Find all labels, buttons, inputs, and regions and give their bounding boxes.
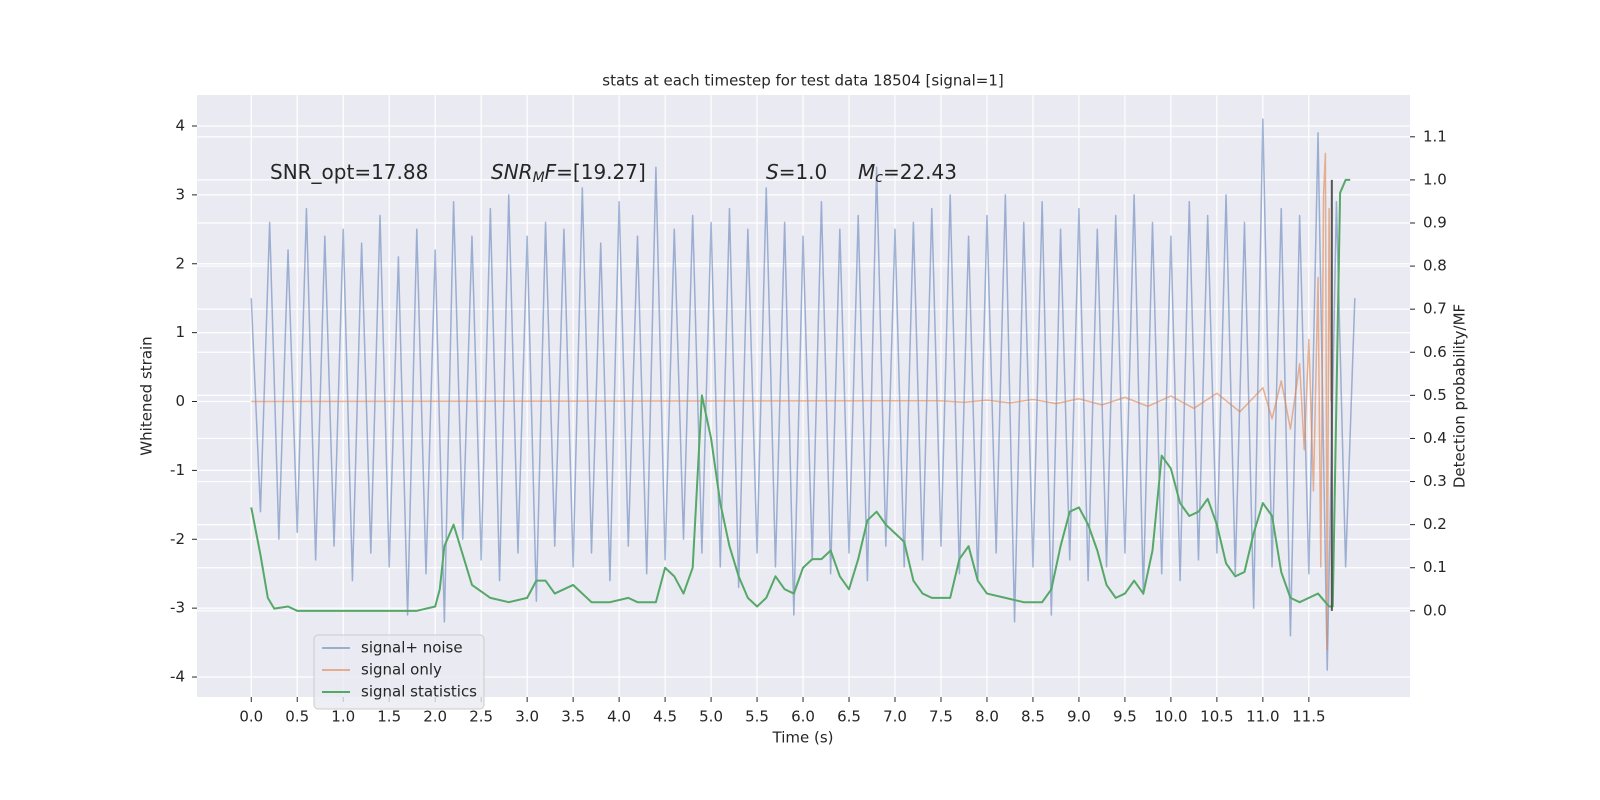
x-tick-label: 11.5 — [1292, 708, 1325, 726]
y-tick-label: -2 — [170, 530, 185, 548]
y-tick-label: 2 — [175, 254, 185, 272]
x-tick-label: 9.5 — [1113, 708, 1137, 726]
series-line — [250, 118, 1356, 671]
x-tick-label: 0.0 — [239, 708, 263, 726]
y2-tick-label: 0.2 — [1423, 515, 1447, 533]
marks — [250, 118, 1356, 671]
annotation-part: SNR_opt=17.88 — [270, 160, 428, 184]
x-tick-label: 5.5 — [745, 708, 769, 726]
series-line — [251, 152, 1332, 651]
x-tick-label: 2.0 — [423, 708, 447, 726]
annotation: SNRMF=[19.27] — [491, 160, 646, 187]
x-tick-label: 9.0 — [1067, 708, 1091, 726]
legend-label: signal+ noise — [361, 639, 463, 657]
annotation: Mc=22.43 — [858, 160, 957, 187]
legend-label: signal only — [361, 661, 442, 679]
y2-tick-label: 0.0 — [1423, 601, 1447, 619]
x-tick-label: 10.0 — [1154, 708, 1187, 726]
x-tick-label: 3.0 — [515, 708, 539, 726]
annotation-part: M — [858, 160, 875, 184]
annotation-part: F — [545, 160, 557, 184]
y2-tick-label: 1.0 — [1423, 170, 1447, 188]
y-tick-label: 3 — [175, 185, 185, 203]
annotation: S=1.0 — [766, 160, 827, 184]
x-tick-label: 8.0 — [975, 708, 999, 726]
y2-tick-label: 0.6 — [1423, 343, 1447, 361]
y2-tick-label: 0.3 — [1423, 472, 1447, 490]
y-tick-label: 1 — [175, 323, 185, 341]
annotation-part: c — [875, 170, 883, 186]
annotation-part: M — [533, 170, 545, 186]
annotation-part: SNR — [491, 160, 533, 184]
x-tick-label: 4.5 — [653, 708, 677, 726]
legend-box — [313, 634, 485, 710]
x-tick-label: 8.5 — [1021, 708, 1045, 726]
annotation-part: =22.43 — [883, 160, 957, 184]
annotation: SNR_opt=17.88 — [270, 160, 428, 184]
annotation-part: S — [766, 160, 779, 184]
x-axis-label: Time (s) — [772, 729, 834, 747]
y-axis-label: Whitened strain — [138, 336, 156, 455]
y2-tick-label: 1.1 — [1423, 127, 1447, 145]
y2-tick-label: 0.8 — [1423, 257, 1447, 275]
y2-tick-label: 0.7 — [1423, 300, 1447, 318]
y2-tick-label: 0.9 — [1423, 213, 1447, 231]
annotation-part: =[19.27] — [556, 160, 646, 184]
x-tick-label: 10.5 — [1200, 708, 1233, 726]
x-tick-label: 6.5 — [837, 708, 861, 726]
chart-title: stats at each timestep for test data 185… — [602, 72, 1003, 90]
x-tick-label: 4.0 — [607, 708, 631, 726]
annotation-part: =1.0 — [779, 160, 828, 184]
y2-tick-label: 0.1 — [1423, 558, 1447, 576]
x-tick-label: 11.0 — [1246, 708, 1279, 726]
x-tick-label: 0.5 — [285, 708, 309, 726]
x-tick-label: 7.0 — [883, 708, 907, 726]
y2-tick-label: 0.4 — [1423, 429, 1447, 447]
x-tick-label: 1.0 — [331, 708, 355, 726]
y-tick-label: 0 — [175, 392, 185, 410]
x-tick-label: 6.0 — [791, 708, 815, 726]
y-tick-label: -4 — [170, 668, 185, 686]
legend-label: signal statistics — [361, 683, 477, 701]
series-line — [250, 178, 1351, 612]
x-tick-label: 5.0 — [699, 708, 723, 726]
y-tick-label: 4 — [175, 116, 185, 134]
x-tick-label: 7.5 — [929, 708, 953, 726]
y-tick-label: -1 — [170, 461, 185, 479]
x-tick-label: 1.5 — [377, 708, 401, 726]
y2-axis-label: Detection probability/MF — [1451, 304, 1469, 488]
y-tick-label: -3 — [170, 599, 185, 617]
x-tick-label: 3.5 — [561, 708, 585, 726]
y2-tick-label: 0.5 — [1423, 386, 1447, 404]
x-tick-label: 2.5 — [469, 708, 493, 726]
grid — [197, 95, 1410, 697]
